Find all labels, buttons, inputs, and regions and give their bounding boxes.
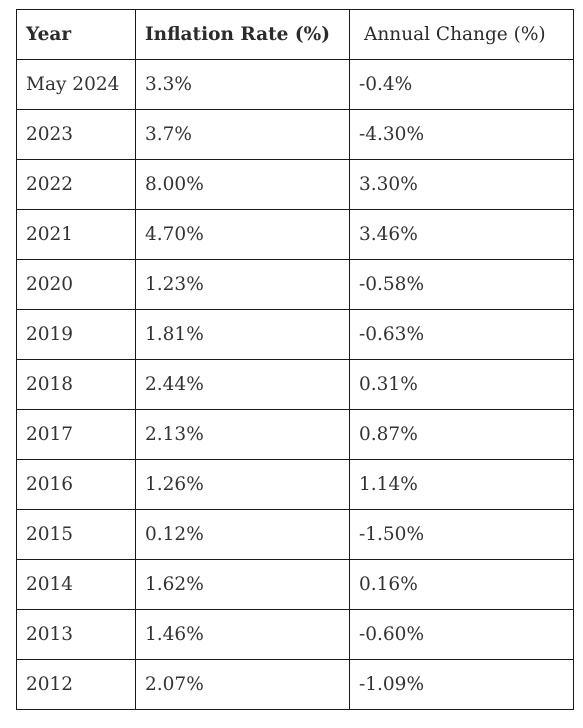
header-annual-change: Annual Change (%) [349,9,574,60]
cell-annual-change: 0.87% [349,409,574,460]
table-row: 2020 1.23% -0.58% [16,259,574,310]
cell-inflation-rate: 8.00% [135,159,350,210]
table-row: 2021 4.70% 3.46% [16,209,574,260]
cell-annual-change: 0.31% [349,359,574,410]
cell-annual-change: 0.16% [349,559,574,610]
table-row: May 2024 3.3% -0.4% [16,59,574,110]
cell-annual-change: -1.09% [349,659,574,710]
table-row: 2012 2.07% -1.09% [16,659,574,710]
table-row: 2019 1.81% -0.63% [16,309,574,360]
cell-inflation-rate: 1.62% [135,559,350,610]
cell-inflation-rate: 1.81% [135,309,350,360]
cell-year: 2023 [16,109,136,160]
table-row: 2013 1.46% -0.60% [16,609,574,660]
cell-year: 2012 [16,659,136,710]
cell-year: 2018 [16,359,136,410]
inflation-table: Year Inflation Rate (%) Annual Change (%… [16,9,574,710]
table-row: 2015 0.12% -1.50% [16,509,574,560]
cell-annual-change: -0.63% [349,309,574,360]
cell-year: 2019 [16,309,136,360]
cell-inflation-rate: 0.12% [135,509,350,560]
cell-year: 2020 [16,259,136,310]
cell-annual-change: 3.30% [349,159,574,210]
cell-inflation-rate: 1.46% [135,609,350,660]
cell-year: 2013 [16,609,136,660]
cell-year: 2021 [16,209,136,260]
cell-inflation-rate: 2.13% [135,409,350,460]
cell-year: 2017 [16,409,136,460]
cell-annual-change: -4.30% [349,109,574,160]
table-row: 2023 3.7% -4.30% [16,109,574,160]
cell-annual-change: 1.14% [349,459,574,510]
cell-year: 2014 [16,559,136,610]
cell-annual-change: -0.60% [349,609,574,660]
cell-inflation-rate: 2.44% [135,359,350,410]
cell-annual-change: -0.4% [349,59,574,110]
cell-inflation-rate: 1.23% [135,259,350,310]
cell-annual-change: 3.46% [349,209,574,260]
cell-year: May 2024 [16,59,136,110]
cell-year: 2016 [16,459,136,510]
cell-inflation-rate: 2.07% [135,659,350,710]
header-year: Year [16,9,136,60]
cell-inflation-rate: 3.3% [135,59,350,110]
table-header-row: Year Inflation Rate (%) Annual Change (%… [16,9,574,60]
cell-inflation-rate: 1.26% [135,459,350,510]
table-row: 2016 1.26% 1.14% [16,459,574,510]
cell-inflation-rate: 3.7% [135,109,350,160]
table-row: 2017 2.13% 0.87% [16,409,574,460]
cell-year: 2015 [16,509,136,560]
cell-annual-change: -0.58% [349,259,574,310]
header-inflation-rate: Inflation Rate (%) [135,9,350,60]
table-body: May 2024 3.3% -0.4% 2023 3.7% -4.30% 2022 8.00%… [16,59,574,710]
cell-inflation-rate: 4.70% [135,209,350,260]
table-row: 2022 8.00% 3.30% [16,159,574,210]
cell-annual-change: -1.50% [349,509,574,560]
table-row: 2014 1.62% 0.16% [16,559,574,610]
table-row: 2018 2.44% 0.31% [16,359,574,410]
cell-year: 2022 [16,159,136,210]
